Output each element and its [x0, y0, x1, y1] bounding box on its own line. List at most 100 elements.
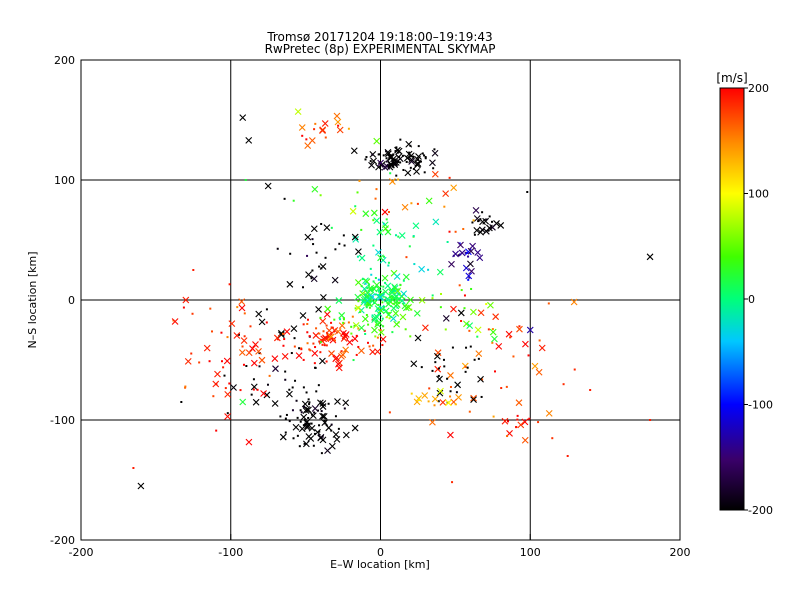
data-point-dot: [342, 321, 345, 324]
data-point-dot: [399, 284, 402, 287]
x-tick-label: -200: [69, 546, 94, 559]
data-point-dot: [391, 331, 394, 334]
data-point-dot: [338, 242, 341, 245]
data-point-cross: [358, 324, 365, 332]
data-point-dot: [390, 154, 393, 157]
data-point-cross: [308, 424, 316, 432]
data-point-cross: [465, 272, 473, 280]
data-point-cross: [393, 273, 401, 280]
data-point-cross: [292, 423, 300, 431]
data-point-dot: [385, 218, 388, 221]
data-point-cross: [298, 124, 306, 131]
data-point-dot: [397, 178, 400, 181]
data-point-dot: [488, 215, 491, 218]
colorbar-tick-label: 200: [748, 82, 769, 95]
data-point-cross: [333, 112, 341, 120]
data-point-dot: [279, 415, 282, 418]
data-point-dot: [528, 417, 531, 420]
data-point-cross: [354, 304, 362, 312]
data-point-cross: [203, 344, 211, 352]
data-point-dot: [451, 346, 454, 349]
data-point-cross: [238, 349, 246, 356]
data-point-dot: [343, 407, 346, 410]
data-point-cross: [415, 395, 423, 402]
data-point-cross: [475, 350, 483, 357]
data-point-dot: [454, 230, 457, 233]
data-point-dot: [350, 332, 353, 335]
data-point-cross: [408, 158, 416, 165]
data-point-dot: [573, 368, 576, 371]
data-point-dot: [405, 256, 408, 259]
data-point-cross: [371, 316, 378, 324]
data-point-dot: [374, 293, 377, 296]
data-point-dot: [308, 403, 311, 406]
data-point-cross: [412, 222, 420, 230]
data-point-dot: [433, 148, 436, 151]
data-point-dot: [252, 388, 255, 391]
data-point-dot: [292, 437, 295, 440]
data-point-cross: [432, 218, 440, 226]
data-point-dot: [311, 269, 314, 272]
data-point-cross: [467, 247, 475, 255]
data-point-dot: [398, 156, 401, 159]
data-point-cross: [371, 326, 378, 334]
data-point-cross: [402, 273, 410, 281]
data-point-dot: [427, 268, 430, 271]
data-point-cross: [255, 310, 263, 318]
data-point-dot: [468, 329, 471, 332]
data-point-dot: [245, 364, 248, 367]
data-point-dot: [394, 286, 397, 289]
data-point-dot: [385, 157, 388, 160]
data-point-cross: [413, 309, 421, 317]
data-point-dot: [509, 336, 512, 339]
data-point-cross: [310, 225, 318, 233]
data-point-dot: [324, 136, 327, 139]
data-point-dot: [302, 358, 305, 361]
data-point-dot: [382, 285, 385, 288]
data-point-dot: [351, 315, 354, 318]
data-point-dot: [312, 444, 315, 447]
data-point-dot: [449, 390, 452, 393]
data-point-cross: [373, 281, 381, 289]
data-point-dot: [319, 194, 322, 197]
data-point-dot: [320, 338, 323, 341]
data-point-dot: [526, 191, 529, 193]
data-point-dot: [449, 385, 452, 388]
data-point-cross: [314, 428, 321, 436]
data-point-dot: [396, 151, 399, 154]
data-point-dot: [371, 153, 374, 156]
x-tick-label: -100: [218, 546, 243, 559]
data-point-cross: [245, 349, 253, 357]
data-point-dot: [412, 235, 415, 238]
data-point-dot: [323, 419, 326, 422]
data-point-dot: [446, 377, 449, 380]
data-point-cross: [335, 360, 342, 368]
data-point-dot: [315, 327, 318, 330]
data-point-dot: [388, 411, 391, 414]
data-point-dot: [308, 401, 311, 404]
data-point-cross: [352, 235, 360, 243]
data-point-dot: [298, 445, 301, 448]
data-point-dot: [302, 424, 305, 427]
data-point-dot: [375, 323, 378, 326]
data-point-dot: [190, 352, 193, 355]
data-point-dot: [306, 331, 309, 334]
data-point-dot: [412, 155, 415, 158]
data-point-dot: [527, 354, 530, 357]
data-point-dot: [505, 385, 508, 388]
data-point-cross: [545, 410, 553, 417]
data-point-dot: [284, 431, 287, 434]
x-tick-label: 0: [377, 546, 384, 559]
data-point-dot: [358, 179, 361, 182]
data-point-cross: [377, 328, 385, 336]
data-point-dot: [417, 399, 420, 402]
data-point-dot: [321, 416, 324, 419]
data-point-cross: [323, 310, 331, 318]
data-point-dot: [394, 234, 397, 237]
data-point-cross: [398, 232, 406, 239]
data-point-cross: [477, 309, 485, 317]
data-point-cross: [294, 108, 302, 115]
data-point-dot: [378, 162, 381, 165]
data-point-dot: [465, 346, 468, 349]
